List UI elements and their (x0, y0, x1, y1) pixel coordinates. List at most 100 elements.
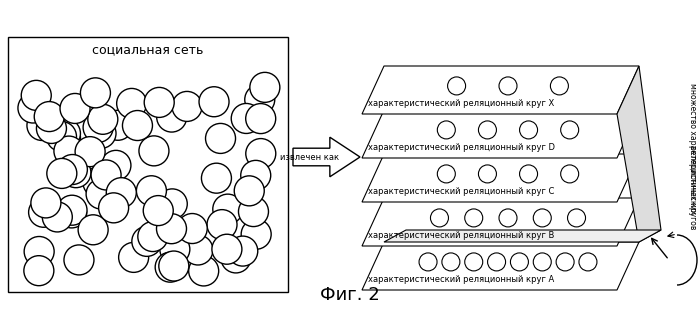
Polygon shape (362, 198, 639, 246)
Circle shape (442, 253, 460, 271)
Circle shape (155, 252, 185, 282)
Circle shape (27, 110, 57, 140)
Circle shape (61, 158, 91, 188)
Circle shape (212, 194, 243, 224)
Circle shape (189, 256, 219, 286)
Circle shape (579, 253, 597, 271)
Polygon shape (8, 37, 288, 292)
Circle shape (42, 202, 72, 232)
Polygon shape (384, 230, 661, 242)
Circle shape (50, 119, 80, 149)
Circle shape (18, 93, 48, 123)
Circle shape (83, 112, 113, 143)
Circle shape (438, 165, 455, 183)
Circle shape (245, 85, 275, 115)
Circle shape (46, 121, 76, 152)
Circle shape (246, 139, 276, 168)
Circle shape (207, 210, 237, 240)
Circle shape (550, 77, 568, 95)
Circle shape (54, 136, 84, 166)
Circle shape (106, 178, 136, 208)
Text: характеристический реляционный круг В: характеристический реляционный круг В (368, 231, 554, 240)
Circle shape (88, 104, 118, 134)
Circle shape (561, 165, 579, 183)
Circle shape (438, 121, 455, 139)
Circle shape (238, 197, 268, 227)
Circle shape (157, 189, 187, 219)
Circle shape (101, 150, 131, 180)
Text: Фиг. 2: Фиг. 2 (320, 286, 380, 304)
Circle shape (556, 253, 574, 271)
Circle shape (139, 136, 169, 166)
Text: характеристический реляционный круг D: характеристический реляционный круг D (368, 143, 555, 152)
Circle shape (499, 209, 517, 227)
Circle shape (157, 214, 187, 244)
Circle shape (91, 160, 121, 190)
Circle shape (533, 253, 552, 271)
Polygon shape (293, 137, 360, 177)
Circle shape (86, 179, 116, 209)
Circle shape (234, 176, 264, 206)
Circle shape (241, 219, 271, 249)
Text: множество характеристических: множество характеристических (688, 83, 696, 215)
Circle shape (172, 91, 202, 121)
Circle shape (431, 209, 449, 227)
Circle shape (80, 78, 110, 108)
Circle shape (50, 123, 80, 153)
Circle shape (561, 121, 579, 139)
Circle shape (533, 209, 552, 227)
Circle shape (201, 163, 231, 193)
Circle shape (221, 243, 251, 273)
Circle shape (122, 110, 152, 140)
Circle shape (212, 234, 242, 264)
Circle shape (519, 121, 538, 139)
Circle shape (24, 236, 54, 266)
Circle shape (36, 114, 66, 144)
Circle shape (143, 196, 173, 226)
Circle shape (228, 236, 258, 266)
Circle shape (157, 102, 187, 132)
Circle shape (47, 158, 77, 188)
Circle shape (178, 213, 207, 244)
Circle shape (240, 160, 271, 190)
Circle shape (447, 77, 466, 95)
Circle shape (119, 242, 149, 272)
Text: извлечен как: извлечен как (280, 153, 339, 162)
Circle shape (29, 197, 59, 227)
Text: характеристический реляционный круг С: характеристический реляционный круг С (368, 187, 554, 196)
Circle shape (199, 87, 229, 117)
Circle shape (24, 256, 54, 286)
Circle shape (478, 165, 496, 183)
Polygon shape (362, 154, 639, 202)
Circle shape (519, 165, 538, 183)
Circle shape (183, 235, 213, 265)
Polygon shape (362, 66, 639, 114)
Text: реляционных кругов: реляционных кругов (688, 145, 696, 229)
Circle shape (250, 72, 280, 102)
Circle shape (103, 110, 133, 140)
Circle shape (99, 193, 129, 223)
Circle shape (31, 188, 61, 218)
Text: характеристический реляционный круг А: характеристический реляционный круг А (368, 275, 554, 284)
Circle shape (136, 176, 166, 206)
Circle shape (75, 137, 105, 167)
Circle shape (78, 215, 108, 245)
Circle shape (64, 245, 94, 275)
Circle shape (478, 121, 496, 139)
Circle shape (159, 251, 189, 281)
Circle shape (488, 253, 505, 271)
Circle shape (60, 94, 90, 124)
Circle shape (568, 209, 586, 227)
Circle shape (57, 154, 87, 184)
Polygon shape (362, 110, 639, 158)
Circle shape (206, 124, 236, 154)
Text: характеристический реляционный круг X: характеристический реляционный круг X (368, 99, 554, 108)
Polygon shape (362, 242, 639, 290)
Circle shape (138, 222, 168, 251)
Circle shape (57, 195, 87, 225)
Circle shape (132, 227, 162, 256)
Circle shape (117, 88, 147, 119)
Polygon shape (617, 66, 661, 242)
Circle shape (57, 198, 87, 228)
Circle shape (231, 104, 261, 134)
